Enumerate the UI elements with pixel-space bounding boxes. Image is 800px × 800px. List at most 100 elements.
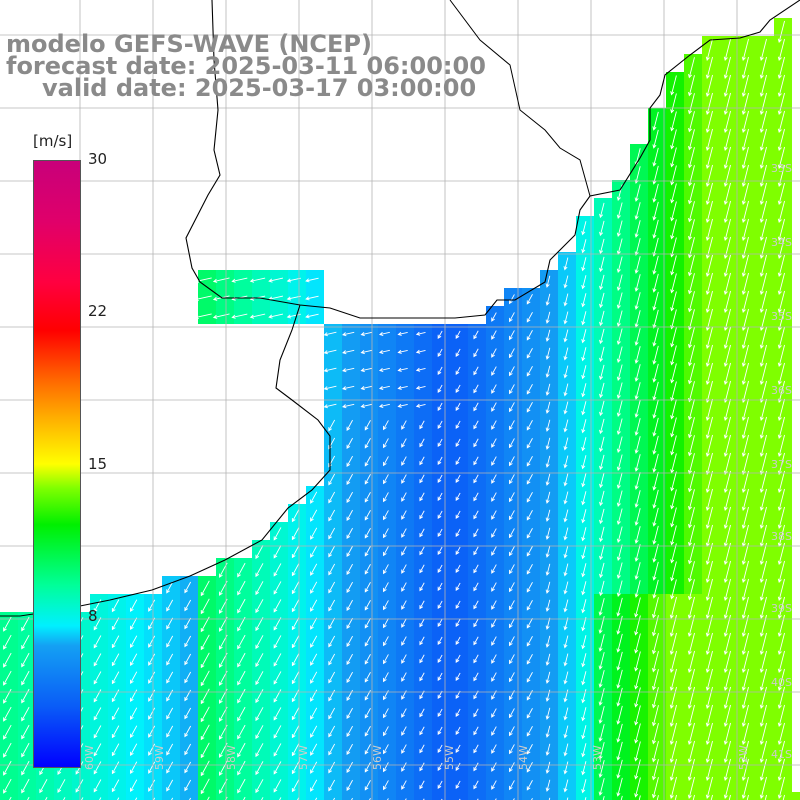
- wind-arrow: [670, 201, 677, 222]
- wind-arrow: [255, 707, 264, 722]
- wind-arrow: [291, 545, 300, 559]
- lat-label: 37S: [771, 458, 792, 471]
- wind-arrow: [741, 290, 749, 314]
- wind-arrow: [741, 92, 749, 116]
- wind-arrow: [437, 600, 443, 610]
- wind-arrow: [705, 470, 713, 494]
- wind-arrow: [93, 725, 102, 739]
- wind-arrow: [237, 688, 246, 704]
- wind-arrow: [688, 345, 695, 367]
- wind-arrow: [255, 635, 264, 650]
- wind-arrow: [688, 453, 695, 475]
- wind-arrow: [563, 329, 569, 343]
- wind-arrow: [419, 600, 425, 610]
- wind-arrow: [364, 762, 371, 773]
- wind-arrow: [634, 562, 641, 580]
- wind-arrow: [21, 778, 30, 794]
- wind-arrow: [455, 726, 461, 736]
- wind-arrow: [268, 277, 284, 283]
- wind-arrow: [383, 744, 389, 755]
- wind-arrow: [705, 704, 713, 728]
- wind-arrow: [148, 599, 156, 612]
- wind-arrow: [419, 564, 425, 574]
- wind-arrow: [777, 650, 785, 674]
- wind-arrow: [563, 383, 569, 397]
- wind-arrow: [310, 779, 318, 792]
- wind-arrow: [563, 761, 569, 775]
- wind-arrow: [491, 780, 497, 790]
- wind-arrow: [437, 726, 443, 736]
- wind-arrow: [777, 614, 785, 638]
- wind-arrow: [652, 525, 659, 545]
- wind-arrow: [616, 274, 623, 292]
- wind-arrow: [328, 599, 336, 612]
- wind-arrow: [705, 434, 713, 458]
- wind-arrow: [346, 599, 353, 612]
- wind-arrow: [509, 672, 515, 683]
- lat-label: 39S: [771, 602, 792, 615]
- wind-arrow: [328, 617, 336, 630]
- wind-arrow: [255, 617, 264, 632]
- wind-arrow: [383, 618, 389, 629]
- wind-arrow: [63, 797, 66, 800]
- wind-arrow: [759, 578, 767, 602]
- wind-arrow: [545, 725, 551, 738]
- wind-arrow: [581, 581, 587, 596]
- wind-arrow: [455, 708, 461, 718]
- wind-arrow: [759, 668, 767, 692]
- wind-arrow: [261, 797, 264, 800]
- wind-arrow: [148, 653, 156, 666]
- wind-arrow: [545, 653, 551, 666]
- wind-arrow: [634, 346, 641, 364]
- wind-arrow: [723, 308, 731, 332]
- wind-arrow: [634, 705, 641, 726]
- wind-arrow: [688, 507, 695, 529]
- wind-arrow: [616, 346, 623, 364]
- wind-arrow: [148, 725, 156, 738]
- wind-arrow: [200, 598, 210, 615]
- wind-arrow: [599, 418, 605, 435]
- wind-arrow: [401, 420, 407, 430]
- wind-arrow: [212, 313, 230, 319]
- wind-arrow: [723, 110, 731, 134]
- wind-arrow: [291, 653, 300, 667]
- wind-arrow: [741, 182, 749, 206]
- speed-cell: [720, 792, 738, 800]
- speed-cell: [342, 792, 360, 800]
- wind-arrow: [616, 633, 623, 653]
- wind-arrow: [491, 438, 497, 448]
- wind-arrow: [741, 200, 749, 224]
- wind-arrow: [705, 722, 713, 746]
- wind-arrow: [455, 744, 461, 754]
- wind-arrow: [759, 542, 767, 566]
- wind-arrow: [634, 292, 641, 310]
- wind-arrow: [652, 219, 659, 239]
- wind-arrow: [581, 347, 587, 362]
- wind-arrow: [305, 295, 319, 301]
- wind-arrow: [328, 707, 336, 720]
- wind-arrow: [526, 330, 533, 341]
- wind-arrow: [616, 580, 623, 598]
- wind-arrow: [509, 294, 515, 305]
- wind-arrow: [634, 741, 641, 762]
- wind-arrow: [741, 740, 749, 764]
- wind-arrow: [688, 363, 695, 385]
- wind-arrow: [634, 436, 641, 454]
- wind-arrow: [634, 669, 641, 690]
- wind-arrow: [166, 653, 174, 666]
- wind-arrow: [346, 455, 353, 468]
- wind-arrow: [688, 57, 695, 79]
- wind-arrow: [383, 564, 389, 575]
- lat-label: 35S: [771, 310, 792, 323]
- wind-arrow: [723, 74, 731, 98]
- wind-arrow: [364, 672, 371, 683]
- wind-arrow: [273, 707, 282, 721]
- wind-arrow: [616, 508, 623, 526]
- wind-arrow: [401, 528, 407, 538]
- wind-arrow: [491, 312, 497, 322]
- wind-arrow: [249, 313, 266, 319]
- wind-arrow: [419, 780, 425, 790]
- wind-arrow: [563, 437, 569, 451]
- wind-arrow: [581, 707, 587, 722]
- wind-arrow: [21, 688, 30, 704]
